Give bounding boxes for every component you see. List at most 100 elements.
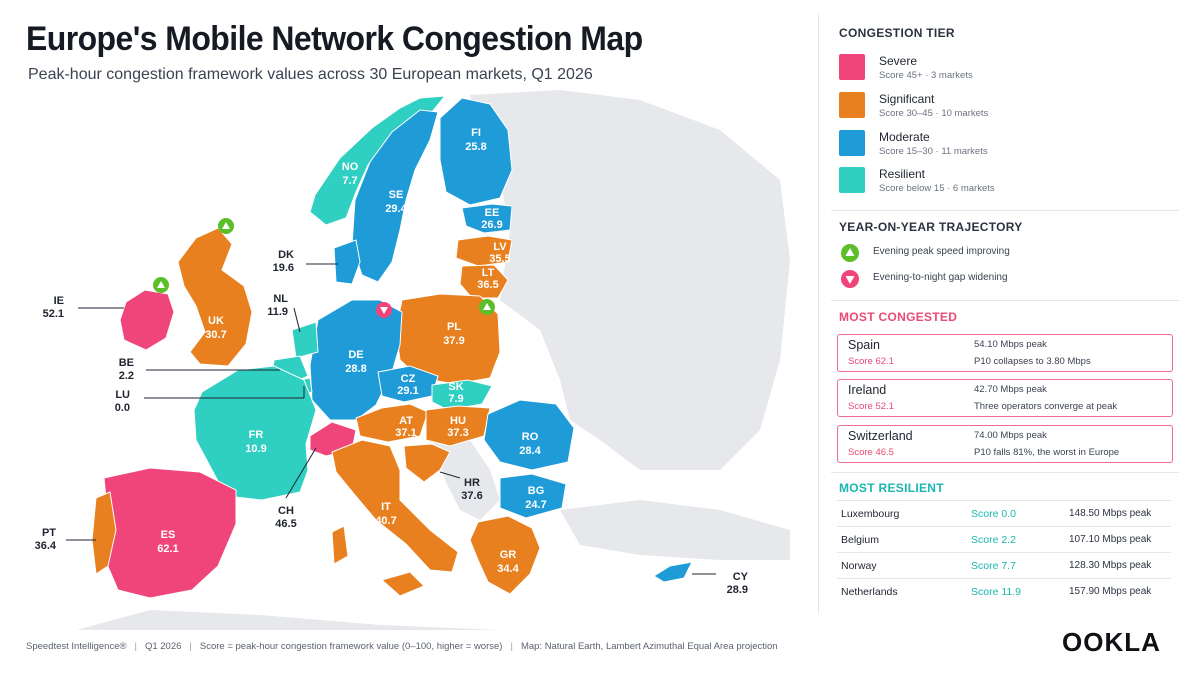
callout-ch-code: CH (278, 505, 294, 517)
resilient-row-netherlands: Netherlands Score 11.9 157.90 Mbps peak (837, 578, 1171, 605)
map-label-de-code: DE (348, 349, 363, 361)
row-score: Score 2.2 (971, 534, 1016, 546)
traj-widening-label: Evening-to-night gap widening (873, 272, 1008, 283)
resilient-row-norway: Norway Score 7.7 128.30 Mbps peak (837, 552, 1171, 579)
map-label-no-code: NO (342, 161, 359, 173)
map-label-se-code: SE (389, 189, 404, 201)
tier-name: Severe (879, 54, 918, 68)
footer-period: Q1 2026 (126, 641, 181, 652)
swatch-moderate (839, 130, 865, 156)
country-IE (119, 289, 175, 351)
country-GR (469, 515, 541, 595)
map-label-bg-score: 24.7 (525, 499, 546, 511)
map-label-sk-score: 7.9 (448, 393, 463, 405)
map-label-lv-code: LV (493, 241, 507, 253)
card-peak: 74.00 Mbps peak (974, 430, 1047, 441)
map-label-se-score: 29.4 (385, 203, 407, 215)
footer: Speedtest Intelligence®Q1 2026Score = pe… (26, 641, 778, 652)
row-peak: 128.30 Mbps peak (1069, 560, 1152, 571)
footer-map-note: Map: Natural Earth, Lambert Azimuthal Eq… (502, 641, 777, 652)
card-note: P10 falls 81%, the worst in Europe (974, 447, 1120, 458)
card-country: Switzerland (848, 429, 913, 443)
map-label-at-code: AT (399, 415, 413, 427)
map-label-fr-code: FR (249, 429, 264, 441)
map-label-hu-score: 37.3 (447, 427, 468, 439)
row-peak: 148.50 Mbps peak (1069, 508, 1152, 519)
map-label-ee-code: EE (485, 207, 500, 219)
card-peak: 54.10 Mbps peak (974, 339, 1047, 350)
card-note: Three operators converge at peak (974, 401, 1118, 412)
map-label-ro-score: 28.4 (519, 445, 541, 457)
map-label-sk-code: SK (448, 381, 463, 393)
map-label-lt-code: LT (482, 267, 495, 279)
callout-lu-score: 0.0 (115, 402, 130, 414)
callout-ch-score: 46.5 (275, 518, 296, 530)
most-resilient-title: MOST RESILIENT (839, 481, 944, 495)
land-turkey (560, 500, 790, 560)
country-BG (499, 473, 567, 519)
map-label-uk-code: UK (208, 315, 224, 327)
traj-widening: Evening-to-night gap widening (839, 268, 1008, 290)
callout-lu-code: LU (115, 389, 130, 401)
callout-pt-code: PT (42, 527, 56, 539)
country-IT-sicily (380, 571, 425, 597)
map-label-es-score: 62.1 (157, 543, 178, 555)
tier-desc: Score below 15 · 6 markets (879, 183, 995, 194)
resilient-row-luxembourg: Luxembourg Score 0.0 148.50 Mbps peak (837, 500, 1171, 527)
card-score: Score 46.5 (848, 447, 894, 458)
most-congested-title: MOST CONGESTED (839, 310, 958, 324)
row-country: Luxembourg (841, 508, 900, 520)
arrow-down-icon (841, 270, 859, 288)
country-SK (431, 379, 493, 411)
map-label-ee-score: 26.9 (481, 219, 502, 231)
country-RO (483, 399, 575, 471)
traj-marker-ch (376, 302, 392, 318)
row-country: Norway (841, 560, 877, 572)
congested-card-spain: Spain Score 62.1 54.10 Mbps peak P10 col… (837, 334, 1173, 372)
congested-card-ireland: Ireland Score 52.1 42.70 Mbps peak Three… (837, 379, 1173, 417)
callout-ie-code: IE (54, 295, 64, 307)
ookla-logo: OOKLA (1062, 627, 1161, 657)
callout-be-score: 2.2 (119, 370, 134, 382)
callout-be-code: BE (119, 357, 134, 369)
callout-dk-code: DK (278, 249, 294, 261)
page-title: Europe's Mobile Network Congestion Map (26, 20, 643, 58)
map-label-uk-score: 30.7 (205, 329, 226, 341)
traj-marker-lt (479, 299, 495, 315)
country-UK (177, 227, 253, 367)
country-LT (459, 264, 509, 299)
country-FI (439, 97, 513, 206)
traj-marker-uk (218, 218, 234, 234)
row-country: Belgium (841, 534, 879, 546)
row-score: Score 11.9 (971, 586, 1022, 598)
land-africa (76, 610, 500, 630)
swatch-significant (839, 92, 865, 118)
legend-title: CONGESTION TIER (839, 26, 955, 40)
map-label-cz-score: 29.1 (397, 385, 418, 397)
map-label-fr-score: 10.9 (245, 443, 266, 455)
map-label-lv-score: 35.5 (489, 253, 510, 265)
resilient-row-belgium: Belgium Score 2.2 107.10 Mbps peak (837, 526, 1171, 553)
traj-improving-label: Evening peak speed improving (873, 246, 1010, 257)
map-label-es-code: ES (161, 529, 176, 541)
callout-ie-score: 52.1 (43, 308, 64, 320)
country-LV (455, 235, 513, 267)
map-label-gr-code: GR (500, 549, 517, 561)
callout-nl-score: 11.9 (267, 306, 288, 318)
map-label-pl-score: 37.9 (443, 335, 464, 347)
country-CY (653, 561, 693, 583)
map-label-lt-score: 36.5 (477, 279, 498, 291)
country-HU (425, 405, 491, 447)
tier-name: Moderate (879, 130, 930, 144)
country-AT (355, 403, 429, 443)
map-label-it-code: IT (381, 501, 391, 513)
map-label-de-score: 28.8 (345, 363, 366, 375)
card-score: Score 52.1 (848, 401, 894, 412)
leader-ch (285, 447, 317, 499)
country-NL (291, 321, 319, 359)
country-FR (193, 365, 317, 501)
map-label-fi-code: FI (471, 127, 481, 139)
country-EE (461, 203, 513, 234)
row-score: Score 0.0 (971, 508, 1016, 520)
